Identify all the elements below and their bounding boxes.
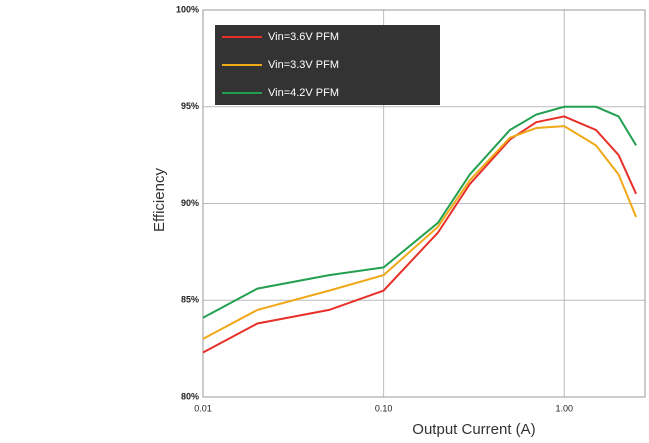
plot-frame bbox=[202, 9, 646, 398]
legend-label: Vin=3.3V PFM bbox=[268, 59, 339, 71]
series-line bbox=[202, 125, 638, 340]
series-line bbox=[202, 115, 638, 354]
series-line bbox=[202, 105, 637, 319]
legend-label: Vin=3.6V PFM bbox=[268, 31, 339, 43]
x-tick-label: 1.00 bbox=[555, 403, 573, 413]
x-axis-title: Output Current (A) bbox=[412, 421, 535, 438]
y-tick-label: 100% bbox=[176, 4, 199, 14]
y-tick-label: 85% bbox=[181, 295, 199, 305]
y-tick-label: 90% bbox=[181, 198, 199, 208]
legend-label: Vin=4.2V PFM bbox=[268, 87, 339, 99]
x-tick-label: 0.10 bbox=[375, 403, 393, 413]
x-tick-label: 0.01 bbox=[194, 403, 212, 413]
y-tick-label: 95% bbox=[181, 101, 199, 111]
y-axis-title: Efficiency bbox=[151, 168, 168, 232]
y-tick-label: 80% bbox=[181, 391, 199, 401]
